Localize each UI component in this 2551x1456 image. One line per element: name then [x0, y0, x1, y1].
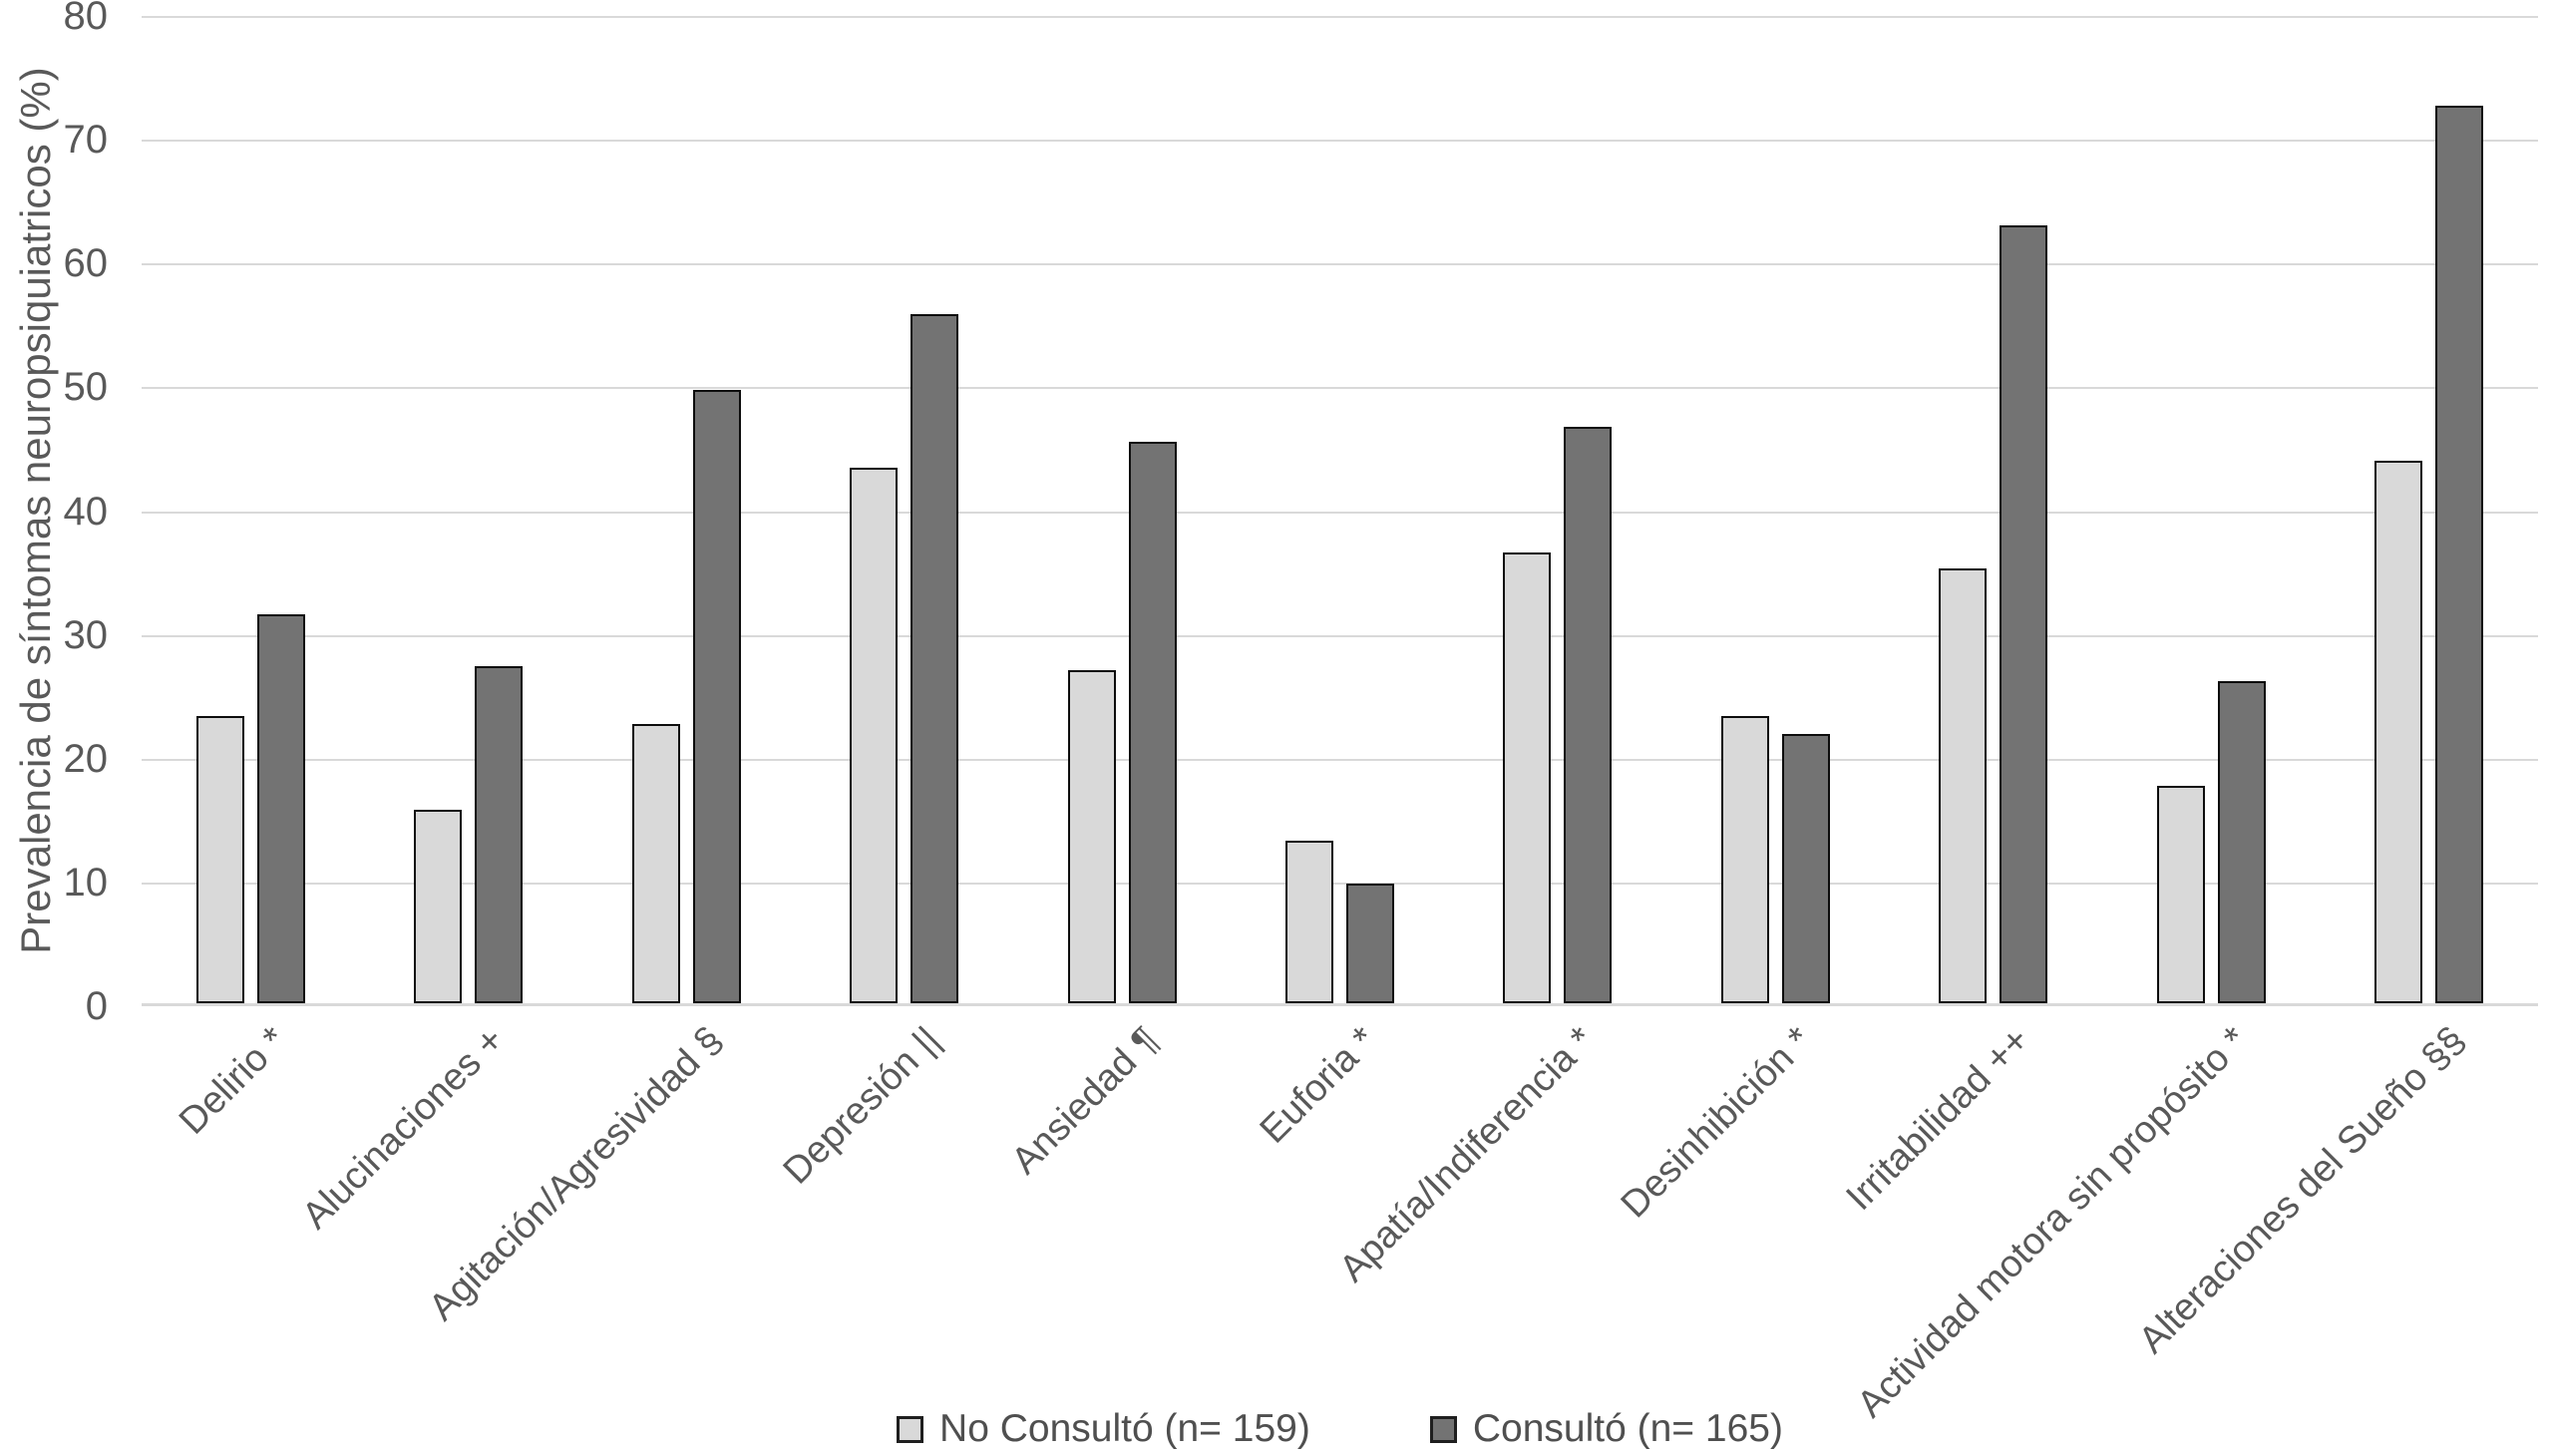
- y-axis-tick-label: 20: [63, 736, 109, 781]
- legend: No Consultó (n= 159) Consultó (n= 165): [142, 1402, 2538, 1456]
- bar-consulto: [1564, 427, 1613, 1003]
- y-axis-tick-label: 60: [63, 241, 109, 286]
- bar-consulto: [2217, 681, 2266, 1003]
- bar-group: [577, 16, 795, 1003]
- gridline: [142, 882, 2538, 885]
- bar-group: [2102, 16, 2320, 1003]
- bar-consulto: [1345, 883, 1394, 1003]
- y-axis-tick-label: 0: [85, 984, 108, 1028]
- bar-group: [1231, 16, 1448, 1003]
- bar-group: [359, 16, 576, 1003]
- gridline: [142, 387, 2538, 390]
- gridline: [142, 140, 2538, 143]
- x-axis-category-labels: Delirio * Alucinaciones + Agitación/Agresi…: [172, 1019, 2474, 1426]
- bar-consulto: [911, 314, 959, 1003]
- gridline: [142, 263, 2538, 266]
- bar-consulto: [475, 666, 524, 1003]
- bar-group: [795, 16, 1012, 1003]
- bar-no-consulto: [850, 467, 899, 1003]
- legend-item: No Consultó (n= 159): [897, 1407, 1310, 1451]
- legend-label: Consultó (n= 165): [1472, 1407, 1783, 1450]
- legend-label: No Consultó (n= 159): [939, 1407, 1310, 1450]
- bar-group: [1449, 16, 1666, 1003]
- bar-no-consulto: [195, 715, 244, 1003]
- plot-area: [142, 16, 2538, 1006]
- bar-group: [1885, 16, 2102, 1003]
- bar-consulto: [1781, 734, 1830, 1003]
- bar-no-consulto: [414, 809, 463, 1003]
- bar-consulto: [256, 614, 305, 1003]
- y-axis-tick-label: 40: [63, 489, 109, 534]
- legend-item: Consultó (n= 165): [1429, 1407, 1783, 1451]
- bar-no-consulto: [1939, 568, 1988, 1003]
- y-axis-tick-labels: 0 10 20 30 40 50 60 70 80: [0, 0, 109, 1028]
- bar-no-consulto: [631, 724, 680, 1003]
- bar-group: [1666, 16, 1884, 1003]
- bar-group: [2321, 16, 2538, 1003]
- bar-consulto: [692, 389, 741, 1003]
- gridline: [142, 758, 2538, 761]
- bar-group: [142, 16, 359, 1003]
- y-axis-tick-label: 30: [63, 612, 109, 657]
- bar-consulto: [2435, 106, 2484, 1003]
- bar-consulto: [1128, 441, 1177, 1003]
- bar-no-consulto: [1720, 715, 1769, 1003]
- bar-groups: [142, 16, 2538, 1003]
- gridline: [142, 511, 2538, 514]
- legend-swatch-no-consulto: [897, 1415, 924, 1443]
- legend-swatch-consulto: [1429, 1415, 1457, 1443]
- y-axis-tick-label: 70: [63, 118, 109, 163]
- bar-group: [1013, 16, 1231, 1003]
- bar-no-consulto: [1067, 669, 1116, 1003]
- y-axis-tick-label: 80: [63, 0, 109, 38]
- bar-no-consulto: [2374, 460, 2423, 1003]
- bar-no-consulto: [1284, 840, 1333, 1003]
- y-axis-tick-label: 10: [63, 860, 109, 905]
- bar-no-consulto: [2156, 786, 2205, 1003]
- gridline: [142, 634, 2538, 637]
- y-axis-tick-label: 50: [63, 365, 109, 410]
- bar-consulto: [2000, 225, 2048, 1003]
- bar-no-consulto: [1503, 552, 1552, 1003]
- gridline: [142, 16, 2538, 18]
